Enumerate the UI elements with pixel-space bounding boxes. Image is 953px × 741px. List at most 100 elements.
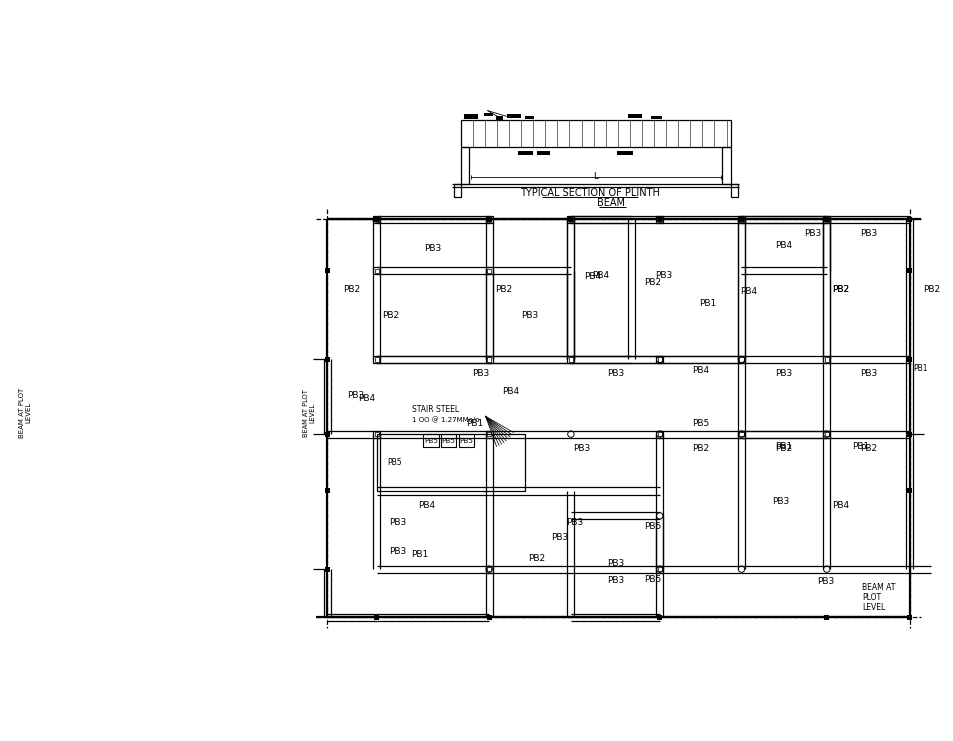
Bar (657, 615, 661, 620)
Text: PB3: PB3 (551, 533, 568, 542)
Bar (568, 217, 573, 222)
Bar (485, 565, 492, 573)
Text: PB3: PB3 (859, 229, 876, 238)
Text: PB1: PB1 (699, 299, 716, 308)
Text: TYPICAL SECTION OF PLINTH: TYPICAL SECTION OF PLINTH (519, 188, 659, 198)
Text: PB2: PB2 (343, 285, 360, 294)
Bar (906, 615, 911, 620)
Text: BEAM AT PLOT
LEVEL: BEAM AT PLOT LEVEL (18, 388, 31, 438)
Bar (374, 217, 379, 222)
Text: BEAM AT
PLOT
LEVEL: BEAM AT PLOT LEVEL (862, 582, 895, 613)
Text: PB2: PB2 (643, 278, 660, 287)
Bar (822, 216, 829, 223)
Text: PB2: PB2 (691, 444, 708, 453)
Bar (324, 488, 329, 494)
Bar (422, 434, 438, 447)
Text: L: L (593, 173, 598, 182)
Bar (906, 357, 911, 362)
Text: PB3: PB3 (775, 369, 792, 378)
Bar (823, 217, 828, 222)
Bar (657, 217, 661, 222)
Text: PB2: PB2 (859, 444, 876, 453)
Text: PB3: PB3 (606, 559, 623, 568)
Text: PB2: PB2 (832, 285, 849, 294)
Bar (486, 615, 491, 620)
Bar (464, 114, 478, 119)
Bar (657, 432, 661, 436)
Bar (656, 565, 662, 573)
Text: PB2: PB2 (382, 310, 399, 319)
Text: PB4: PB4 (832, 501, 849, 510)
Text: PB4: PB4 (775, 241, 792, 250)
Bar (517, 150, 533, 155)
Bar (376, 434, 524, 491)
Text: PB2: PB2 (832, 285, 849, 294)
Bar (373, 431, 380, 438)
Bar (823, 432, 828, 436)
Bar (458, 434, 474, 447)
Text: PB3: PB3 (654, 270, 671, 280)
Text: PB5: PB5 (387, 458, 401, 467)
Bar (524, 116, 534, 119)
Text: PB4: PB4 (691, 365, 708, 375)
Text: PB4: PB4 (417, 501, 435, 510)
Bar (627, 113, 641, 118)
Text: PB4: PB4 (592, 270, 609, 280)
Bar (738, 216, 744, 223)
Text: PB3: PB3 (606, 369, 623, 378)
Bar (373, 356, 380, 363)
Bar (617, 150, 632, 155)
Text: PB5: PB5 (423, 437, 437, 444)
Text: PB5: PB5 (459, 437, 473, 444)
Bar (460, 147, 469, 184)
Bar (460, 120, 730, 147)
Bar (906, 488, 911, 494)
Text: PB4: PB4 (357, 394, 375, 403)
Text: PB1: PB1 (775, 442, 792, 451)
Bar (567, 216, 574, 223)
Text: 1 OO @ 1.27MMo/o: 1 OO @ 1.27MMo/o (412, 416, 479, 423)
Bar (440, 434, 456, 447)
Bar (485, 267, 492, 274)
Bar (496, 116, 503, 120)
Bar (484, 113, 493, 116)
Text: PB4: PB4 (501, 387, 518, 396)
Bar (485, 216, 492, 223)
Text: PB4: PB4 (583, 272, 600, 281)
Bar (487, 268, 491, 273)
Text: PB1: PB1 (852, 442, 869, 451)
Bar (738, 356, 744, 363)
Bar (657, 567, 661, 571)
Bar (487, 567, 491, 571)
Text: STAIR STEEL: STAIR STEEL (412, 405, 459, 413)
Text: PB3: PB3 (573, 444, 590, 453)
Bar (906, 431, 911, 436)
Bar (656, 431, 662, 438)
Text: PB3: PB3 (816, 577, 834, 586)
Bar (738, 431, 744, 438)
Bar (822, 356, 829, 363)
Bar (906, 268, 911, 273)
Bar (568, 217, 573, 222)
Bar (906, 217, 911, 222)
Text: PB3: PB3 (859, 369, 876, 378)
Bar (656, 216, 662, 223)
Bar (453, 184, 460, 196)
Bar (375, 268, 378, 273)
Text: PB3: PB3 (565, 519, 582, 528)
Bar (739, 217, 743, 222)
Text: PB2: PB2 (922, 285, 939, 294)
Bar (373, 267, 380, 274)
Text: PB3: PB3 (521, 310, 538, 319)
Text: PB5: PB5 (643, 522, 660, 531)
Text: PB3: PB3 (389, 519, 406, 528)
Bar (485, 431, 492, 438)
Bar (823, 615, 828, 620)
Bar (657, 217, 661, 222)
Bar (567, 356, 574, 363)
Bar (568, 357, 573, 362)
Text: BEAM: BEAM (597, 198, 625, 208)
Bar (375, 432, 378, 436)
Bar (487, 432, 491, 436)
Bar (324, 357, 329, 362)
